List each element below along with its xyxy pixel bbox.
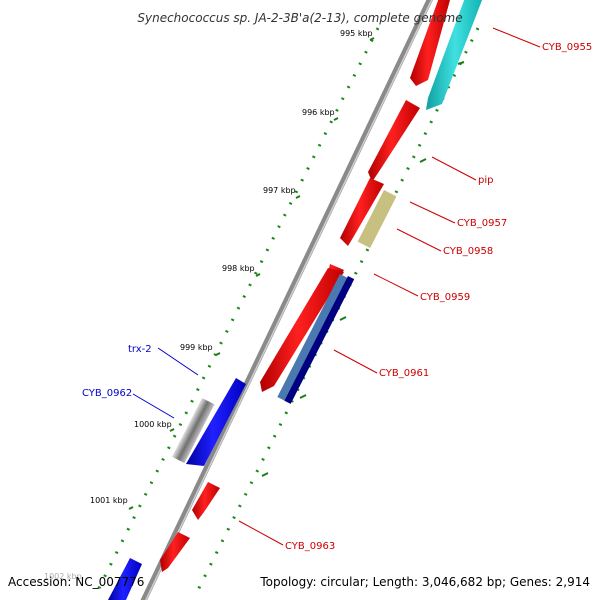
leader-cyb0959 bbox=[373, 273, 419, 297]
tick-mark bbox=[169, 428, 175, 432]
leader-cyb0955 bbox=[492, 27, 541, 48]
genome-backbone bbox=[140, 0, 433, 600]
leader-lines bbox=[132, 27, 541, 546]
tick-mark bbox=[128, 506, 134, 510]
tick-label-1001: 1001 kbp bbox=[90, 496, 128, 505]
gene-label-cyb0957: CYB_0957 bbox=[457, 218, 507, 229]
gene-arrow-cyb0963-b bbox=[160, 532, 190, 572]
gene-label-cyb0961: CYB_0961 bbox=[379, 368, 429, 379]
genome-stats-text: Topology: circular; Length: 3,046,682 bp… bbox=[259, 575, 590, 589]
tick-label-996: 996 kbp bbox=[302, 108, 335, 117]
gene-label-cyb0963: CYB_0963 bbox=[285, 541, 335, 552]
gene-arrow-pip bbox=[368, 100, 420, 182]
outer-ruler-dots bbox=[96, 27, 380, 591]
tick-mark bbox=[457, 61, 465, 65]
forward-genes bbox=[160, 0, 483, 572]
gene-arrow-cyb0955-red bbox=[410, 0, 450, 86]
gene-arrow-cyb0961-red bbox=[260, 268, 344, 392]
accession-text: Accession: NC_007776 bbox=[8, 575, 144, 589]
tick-label-1002: 1002 kbp bbox=[44, 572, 82, 581]
leader-cyb0962 bbox=[132, 393, 175, 419]
gene-label-cyb0959: CYB_0959 bbox=[420, 292, 470, 303]
tick-label-995: 995 kbp bbox=[340, 29, 373, 38]
leader-cyb0957 bbox=[409, 201, 456, 224]
tick-mark bbox=[299, 394, 307, 399]
leader-cyb0958 bbox=[396, 228, 442, 252]
gene-arrow-cyb0963-a bbox=[192, 482, 220, 520]
tick-label-998: 998 kbp bbox=[222, 264, 255, 273]
gene-box-steelblue bbox=[277, 274, 351, 403]
gene-arrow-cyb0957 bbox=[340, 178, 384, 246]
tick-labels: 995 kbp 996 kbp 997 kbp 998 kbp 999 kbp … bbox=[44, 29, 373, 581]
inner-ruler-dots bbox=[194, 27, 480, 595]
backbone-highlight bbox=[145, 0, 433, 600]
gene-box-cyb0958 bbox=[357, 190, 397, 249]
tick-label-997: 997 kbp bbox=[263, 186, 296, 195]
backbone-line bbox=[140, 0, 433, 600]
leader-cyb0961 bbox=[333, 349, 378, 374]
tick-mark bbox=[369, 37, 375, 41]
tick-mark bbox=[255, 273, 261, 277]
leader-trx2 bbox=[157, 347, 199, 376]
leader-pip bbox=[431, 156, 477, 181]
tick-mark bbox=[215, 352, 221, 356]
tick-label-999: 999 kbp bbox=[180, 343, 213, 352]
gene-labels: CYB_0955 pip CYB_0957 CYB_0958 CYB_0959 … bbox=[82, 42, 592, 552]
gene-box-navy bbox=[284, 276, 355, 404]
gene-label-cyb0962: CYB_0962 bbox=[82, 388, 132, 399]
tick-mark bbox=[333, 117, 339, 121]
reverse-genes bbox=[108, 378, 246, 600]
tick-mark bbox=[295, 195, 301, 199]
tick-marks bbox=[128, 37, 465, 510]
tick-mark bbox=[339, 316, 347, 321]
ruler-dots bbox=[96, 27, 480, 595]
gene-arrow-cyan bbox=[426, 0, 483, 110]
tick-mark bbox=[419, 158, 427, 163]
map-title: Synechococcus sp. JA-2-3B'a(2-13), compl… bbox=[137, 11, 462, 25]
gene-label-pip: pip bbox=[478, 175, 493, 186]
gene-label-cyb0955: CYB_0955 bbox=[542, 42, 592, 53]
gene-arrow-blue-bottom bbox=[108, 558, 142, 600]
gene-arrow-trx2 bbox=[186, 378, 246, 466]
leader-cyb0963 bbox=[238, 520, 284, 546]
gene-label-cyb0958: CYB_0958 bbox=[443, 246, 493, 257]
tick-mark bbox=[261, 472, 269, 477]
gene-box-cyb0962 bbox=[172, 398, 215, 464]
gene-label-trx2: trx-2 bbox=[128, 344, 152, 355]
tick-label-1000: 1000 kbp bbox=[134, 420, 172, 429]
